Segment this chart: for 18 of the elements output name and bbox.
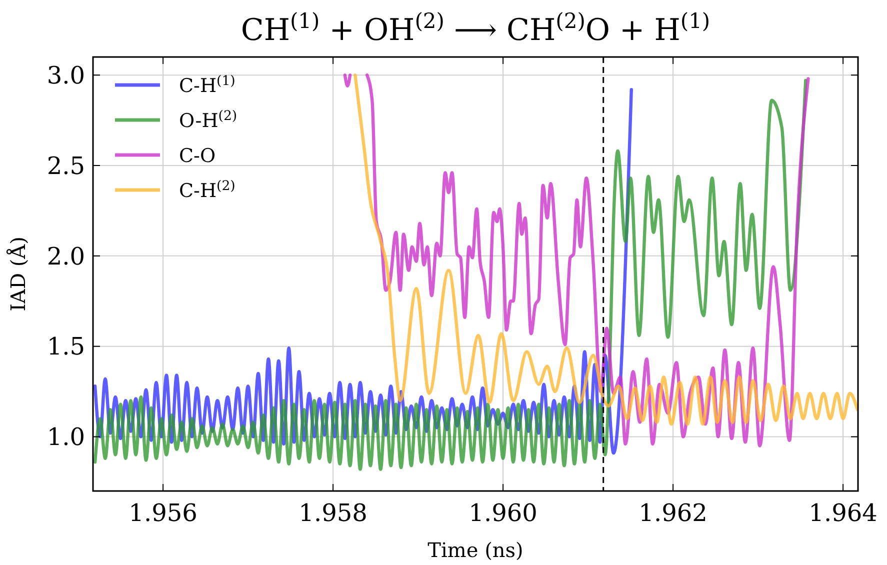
legend-label: C-H$^{(2)}$ [179, 178, 236, 202]
y-tick-label: 2.0 [46, 242, 85, 270]
y-tick-label: 3.0 [46, 61, 85, 90]
y-tick-label: 2.5 [46, 152, 85, 180]
y-tick-label: 1.0 [46, 423, 85, 452]
x-tick-label: 1.960 [468, 499, 538, 527]
x-tick-label: 1.956 [128, 499, 198, 527]
y-tick-label: 1.5 [46, 332, 85, 361]
x-tick-label: 1.964 [808, 499, 878, 527]
legend-label: C-O [179, 145, 216, 167]
x-tick-label: 1.958 [298, 499, 368, 527]
legend-label: C-H$^{(1)}$ [179, 74, 236, 97]
x-axis-title: Time (ns) [428, 538, 524, 562]
legend-label: O-H$^{(2)}$ [179, 108, 238, 132]
y-axis-title: IAD (Å) [6, 236, 30, 312]
line-series [354, 73, 858, 426]
x-tick-label: 1.962 [638, 499, 708, 527]
chart-title: CH$^{(1)}$ + OH$^{(2)}$ ⟶ CH$^{(2)}$O + H$^{(1)}$ [240, 9, 710, 48]
